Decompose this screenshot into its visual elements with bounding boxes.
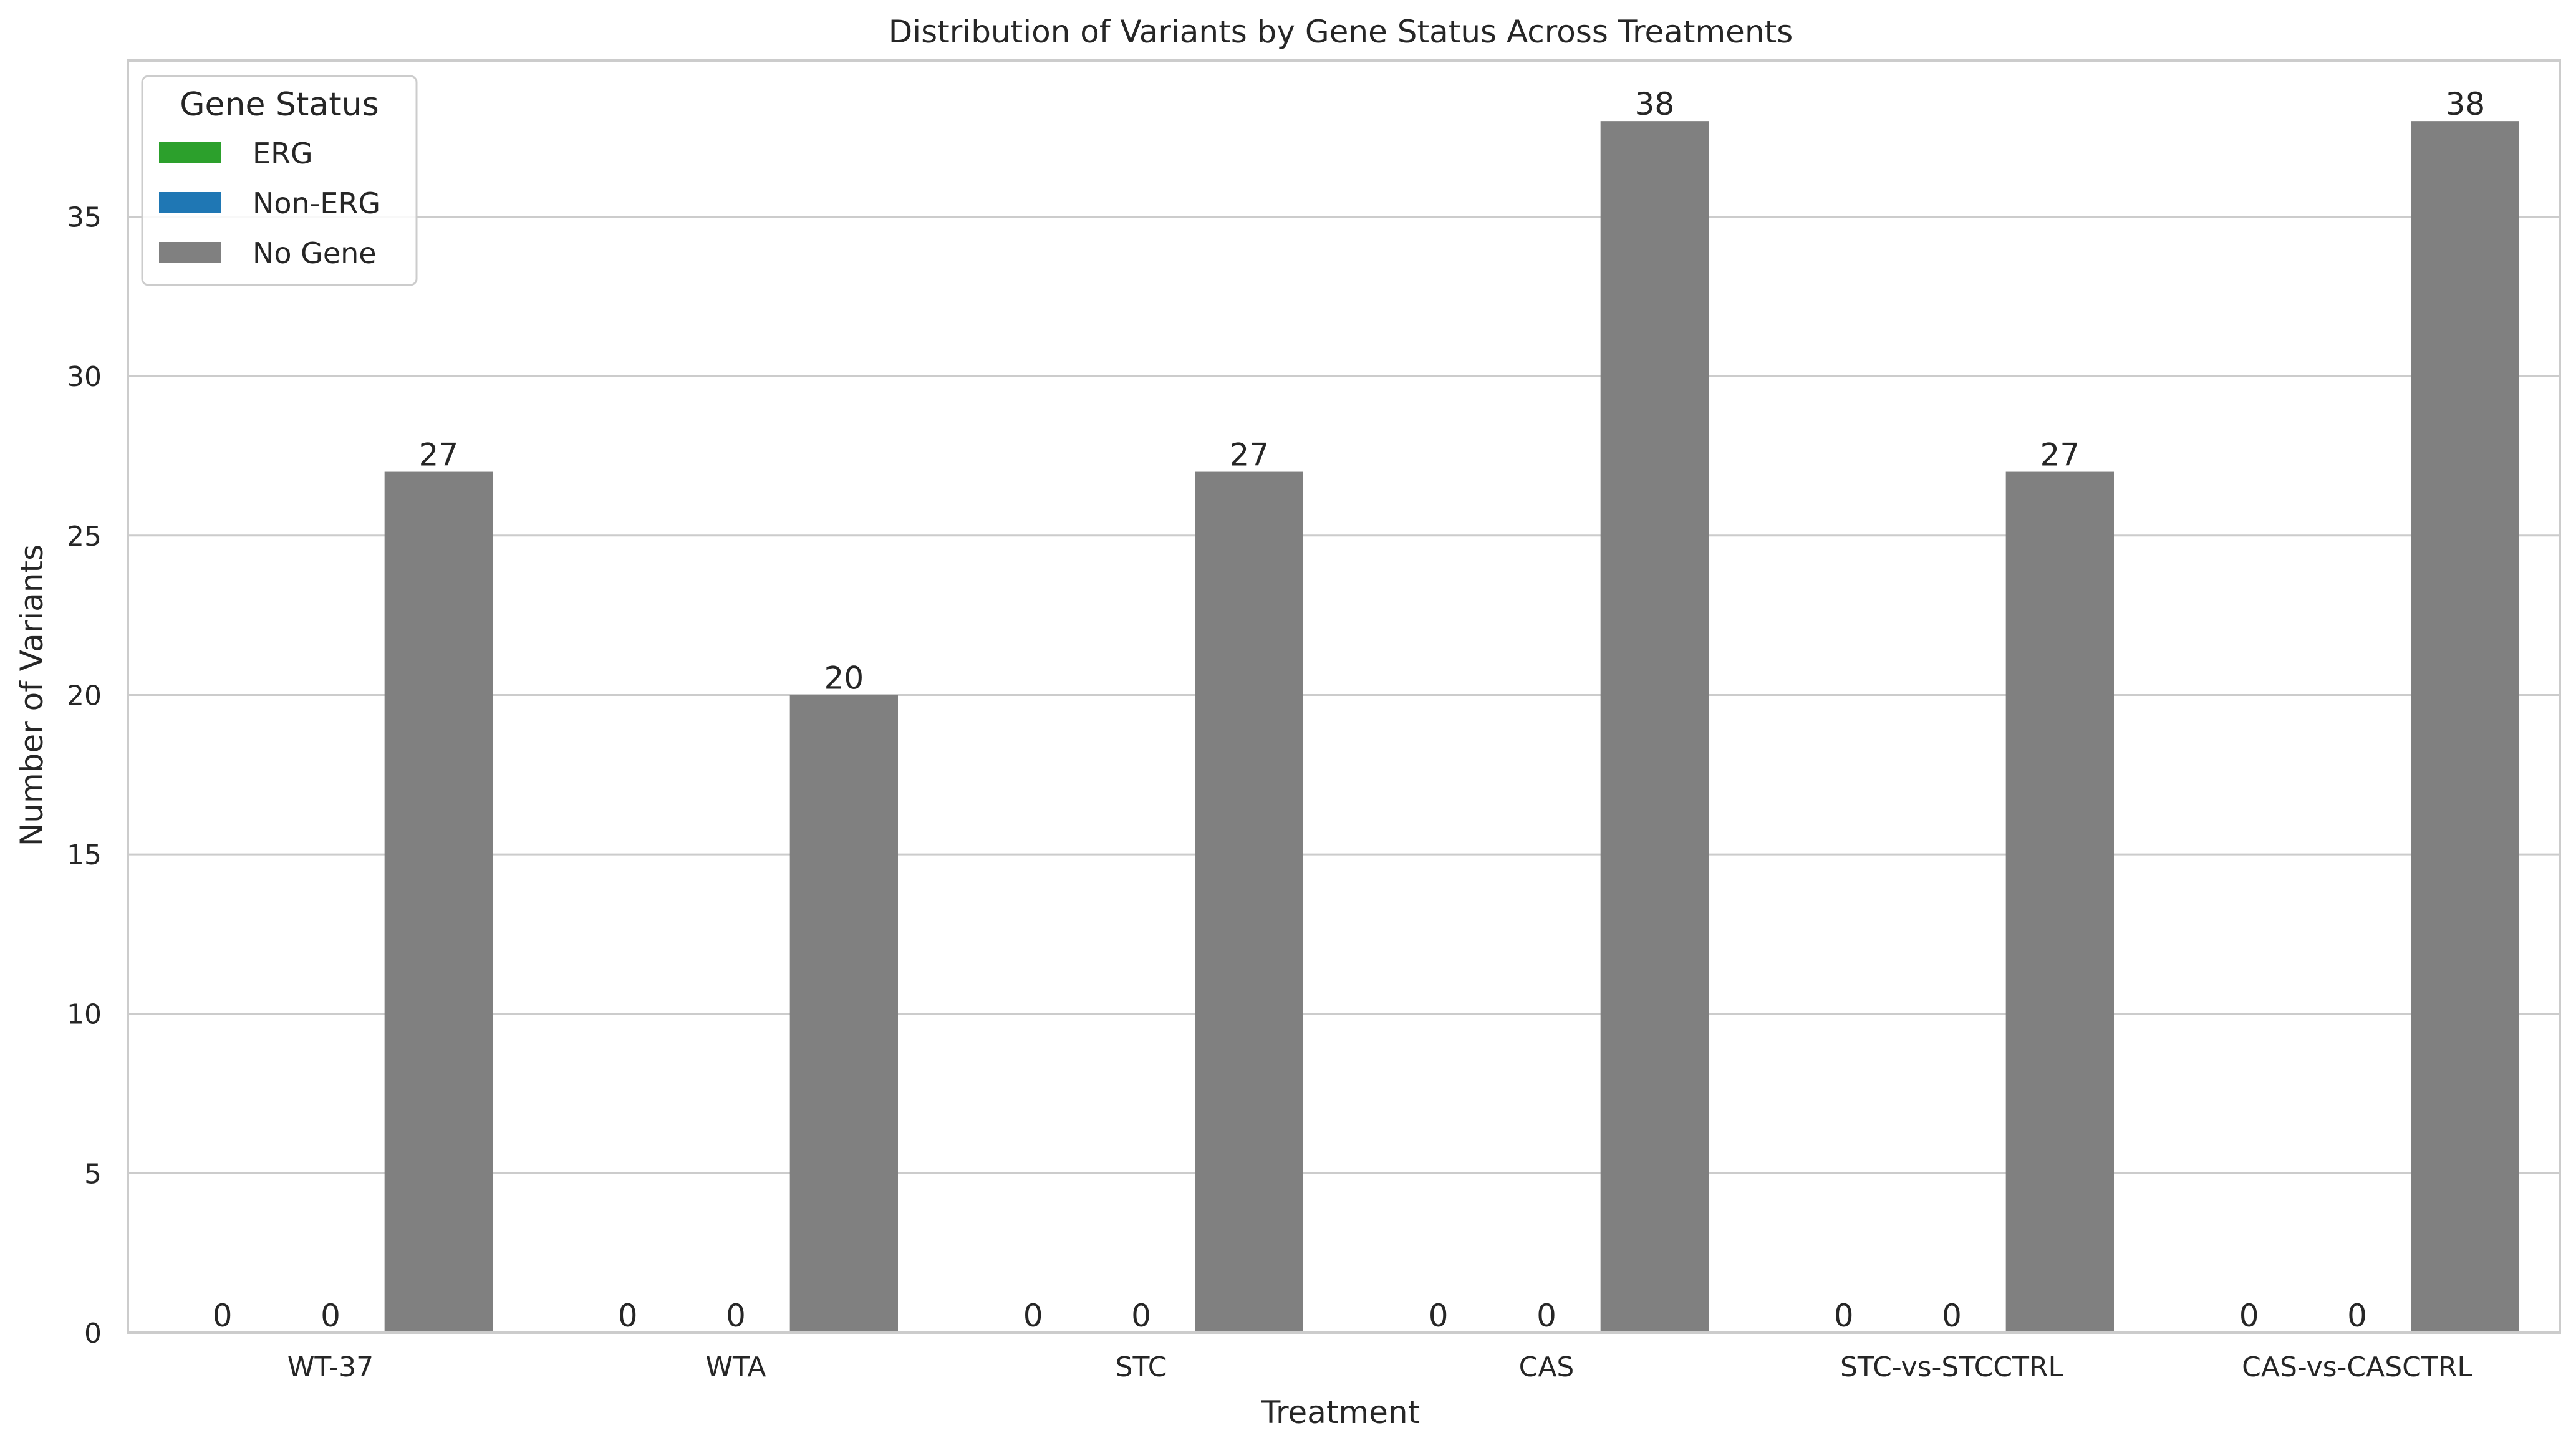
- bar: [384, 471, 493, 1333]
- data-label: 0: [2347, 1298, 2367, 1334]
- legend-label: ERG: [253, 137, 313, 170]
- y-axis-label: Number of Variants: [14, 544, 50, 846]
- legend: Gene Status ERG Non-ERG No Gene: [141, 75, 418, 286]
- y-tick-label: 5: [84, 1158, 102, 1190]
- x-tick-label: CAS-vs-CASCTRL: [2242, 1351, 2472, 1383]
- data-label: 27: [2040, 437, 2080, 473]
- x-tick-label: STC: [1116, 1351, 1167, 1383]
- legend-swatch: [159, 192, 221, 213]
- y-tick-label: 35: [67, 202, 102, 234]
- data-label: 0: [2239, 1298, 2259, 1334]
- y-tick-label: 15: [67, 839, 102, 871]
- data-label: 0: [1429, 1298, 1449, 1334]
- legend-box: [141, 75, 418, 286]
- x-tick-label: WTA: [705, 1351, 766, 1383]
- x-axis-label: Treatment: [1261, 1394, 1420, 1431]
- bar: [2411, 121, 2519, 1333]
- data-label: 0: [213, 1298, 233, 1334]
- x-tick-label: WT-37: [287, 1351, 374, 1383]
- legend-items: ERG Non-ERG No Gene: [159, 137, 380, 270]
- legend-swatch: [159, 142, 221, 163]
- data-label: 38: [1635, 86, 1675, 122]
- data-label: 0: [726, 1298, 746, 1334]
- data-label: 27: [419, 437, 459, 473]
- plot-frame: [127, 59, 2561, 1334]
- data-label: 0: [321, 1298, 340, 1334]
- data-label: 0: [1023, 1298, 1043, 1334]
- bar: [789, 695, 898, 1333]
- y-tick-label: 0: [84, 1318, 102, 1349]
- data-label: 0: [1942, 1298, 1962, 1334]
- gridlines: [128, 216, 2560, 1334]
- legend-label: No Gene: [253, 236, 377, 270]
- y-tick-label: 25: [67, 521, 102, 553]
- x-tick-label: CAS: [1519, 1351, 1575, 1383]
- data-label: 0: [1834, 1298, 1854, 1334]
- data-label: 0: [1536, 1298, 1556, 1334]
- x-tick-labels: WT-37 WTA STC CAS STC-vs-STCCTRL CAS-vs-CASCT…: [287, 1351, 2472, 1383]
- legend-title: Gene Status: [180, 86, 379, 123]
- chart-title: Distribution of Variants by Gene Status …: [889, 14, 1793, 50]
- y-tick-label: 30: [67, 361, 102, 393]
- data-label: 27: [1230, 437, 1270, 473]
- bar: [1600, 121, 1709, 1333]
- data-label: 20: [824, 660, 864, 696]
- y-tick-label: 20: [67, 680, 102, 712]
- data-label: 0: [1131, 1298, 1151, 1334]
- legend-swatch: [159, 242, 221, 263]
- bar: [2005, 471, 2114, 1333]
- data-labels: 0 0 27 0 0 20 0 0 27 0 0 38 0 0 27 0 0 38: [213, 86, 2485, 1334]
- legend-label: Non-ERG: [253, 186, 380, 220]
- bar: [1195, 471, 1303, 1333]
- y-tick-label: 10: [67, 999, 102, 1031]
- data-label: 0: [618, 1298, 638, 1334]
- data-label: 38: [2446, 86, 2486, 122]
- x-tick-label: STC-vs-STCCTRL: [1840, 1351, 2064, 1383]
- y-tick-labels: 0 5 10 15 20 25 30 35: [67, 202, 102, 1349]
- bars: [384, 121, 2519, 1333]
